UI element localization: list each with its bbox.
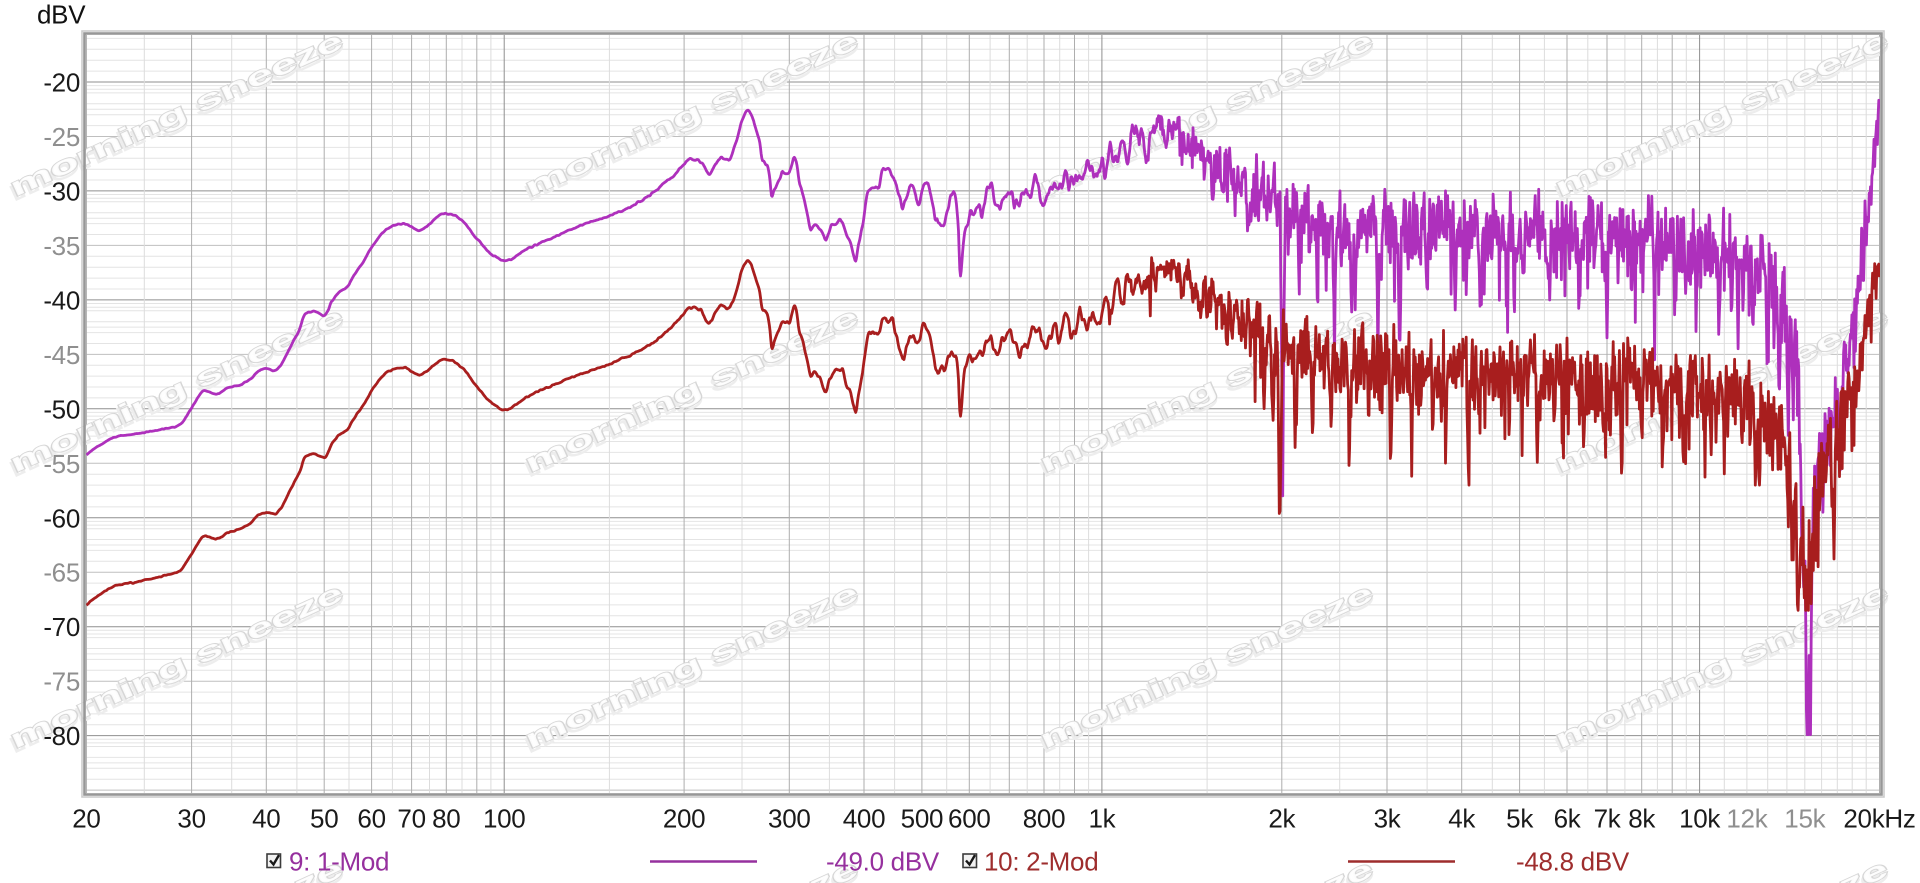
svg-text:100: 100 xyxy=(483,804,525,834)
svg-text:-40: -40 xyxy=(43,285,80,315)
svg-text:30: 30 xyxy=(177,804,205,834)
svg-text:600: 600 xyxy=(948,804,990,834)
svg-text:200: 200 xyxy=(663,804,705,834)
svg-text:-50: -50 xyxy=(43,394,80,424)
svg-text:7k: 7k xyxy=(1594,804,1622,834)
svg-text:400: 400 xyxy=(843,804,885,834)
svg-text:60: 60 xyxy=(357,804,385,834)
svg-text:20kHz: 20kHz xyxy=(1843,804,1915,834)
svg-text:-65: -65 xyxy=(43,558,80,588)
svg-text:-75: -75 xyxy=(43,667,80,697)
svg-text:50: 50 xyxy=(310,804,338,834)
svg-text:10k: 10k xyxy=(1679,804,1721,834)
svg-text:5k: 5k xyxy=(1506,804,1534,834)
svg-text:8k: 8k xyxy=(1628,804,1656,834)
svg-text:-55: -55 xyxy=(43,449,80,479)
svg-text:-30: -30 xyxy=(43,176,80,206)
svg-text:-60: -60 xyxy=(43,503,80,533)
svg-text:-35: -35 xyxy=(43,231,80,261)
svg-text:6k: 6k xyxy=(1554,804,1582,834)
svg-text:2k: 2k xyxy=(1268,804,1296,834)
svg-text:-20: -20 xyxy=(43,68,80,98)
svg-text:300: 300 xyxy=(768,804,810,834)
svg-text:dBV: dBV xyxy=(37,0,86,30)
svg-text:-45: -45 xyxy=(43,340,80,370)
svg-text:9: 1-Mod: 9: 1-Mod xyxy=(289,847,389,877)
svg-text:500: 500 xyxy=(901,804,943,834)
svg-text:15k: 15k xyxy=(1784,804,1826,834)
svg-text:10: 2-Mod: 10: 2-Mod xyxy=(984,847,1098,877)
svg-text:-25: -25 xyxy=(43,122,80,152)
svg-text:20: 20 xyxy=(72,804,100,834)
svg-text:3k: 3k xyxy=(1374,804,1402,834)
svg-text:40: 40 xyxy=(252,804,280,834)
svg-text:4k: 4k xyxy=(1448,804,1476,834)
svg-text:1k: 1k xyxy=(1088,804,1116,834)
svg-text:-70: -70 xyxy=(43,612,80,642)
svg-text:70: 70 xyxy=(397,804,425,834)
svg-text:12k: 12k xyxy=(1726,804,1768,834)
svg-text:-80: -80 xyxy=(43,721,80,751)
svg-text:80: 80 xyxy=(432,804,460,834)
svg-text:-48.8 dBV: -48.8 dBV xyxy=(1516,847,1630,877)
svg-text:-49.0 dBV: -49.0 dBV xyxy=(826,847,940,877)
svg-text:800: 800 xyxy=(1023,804,1065,834)
